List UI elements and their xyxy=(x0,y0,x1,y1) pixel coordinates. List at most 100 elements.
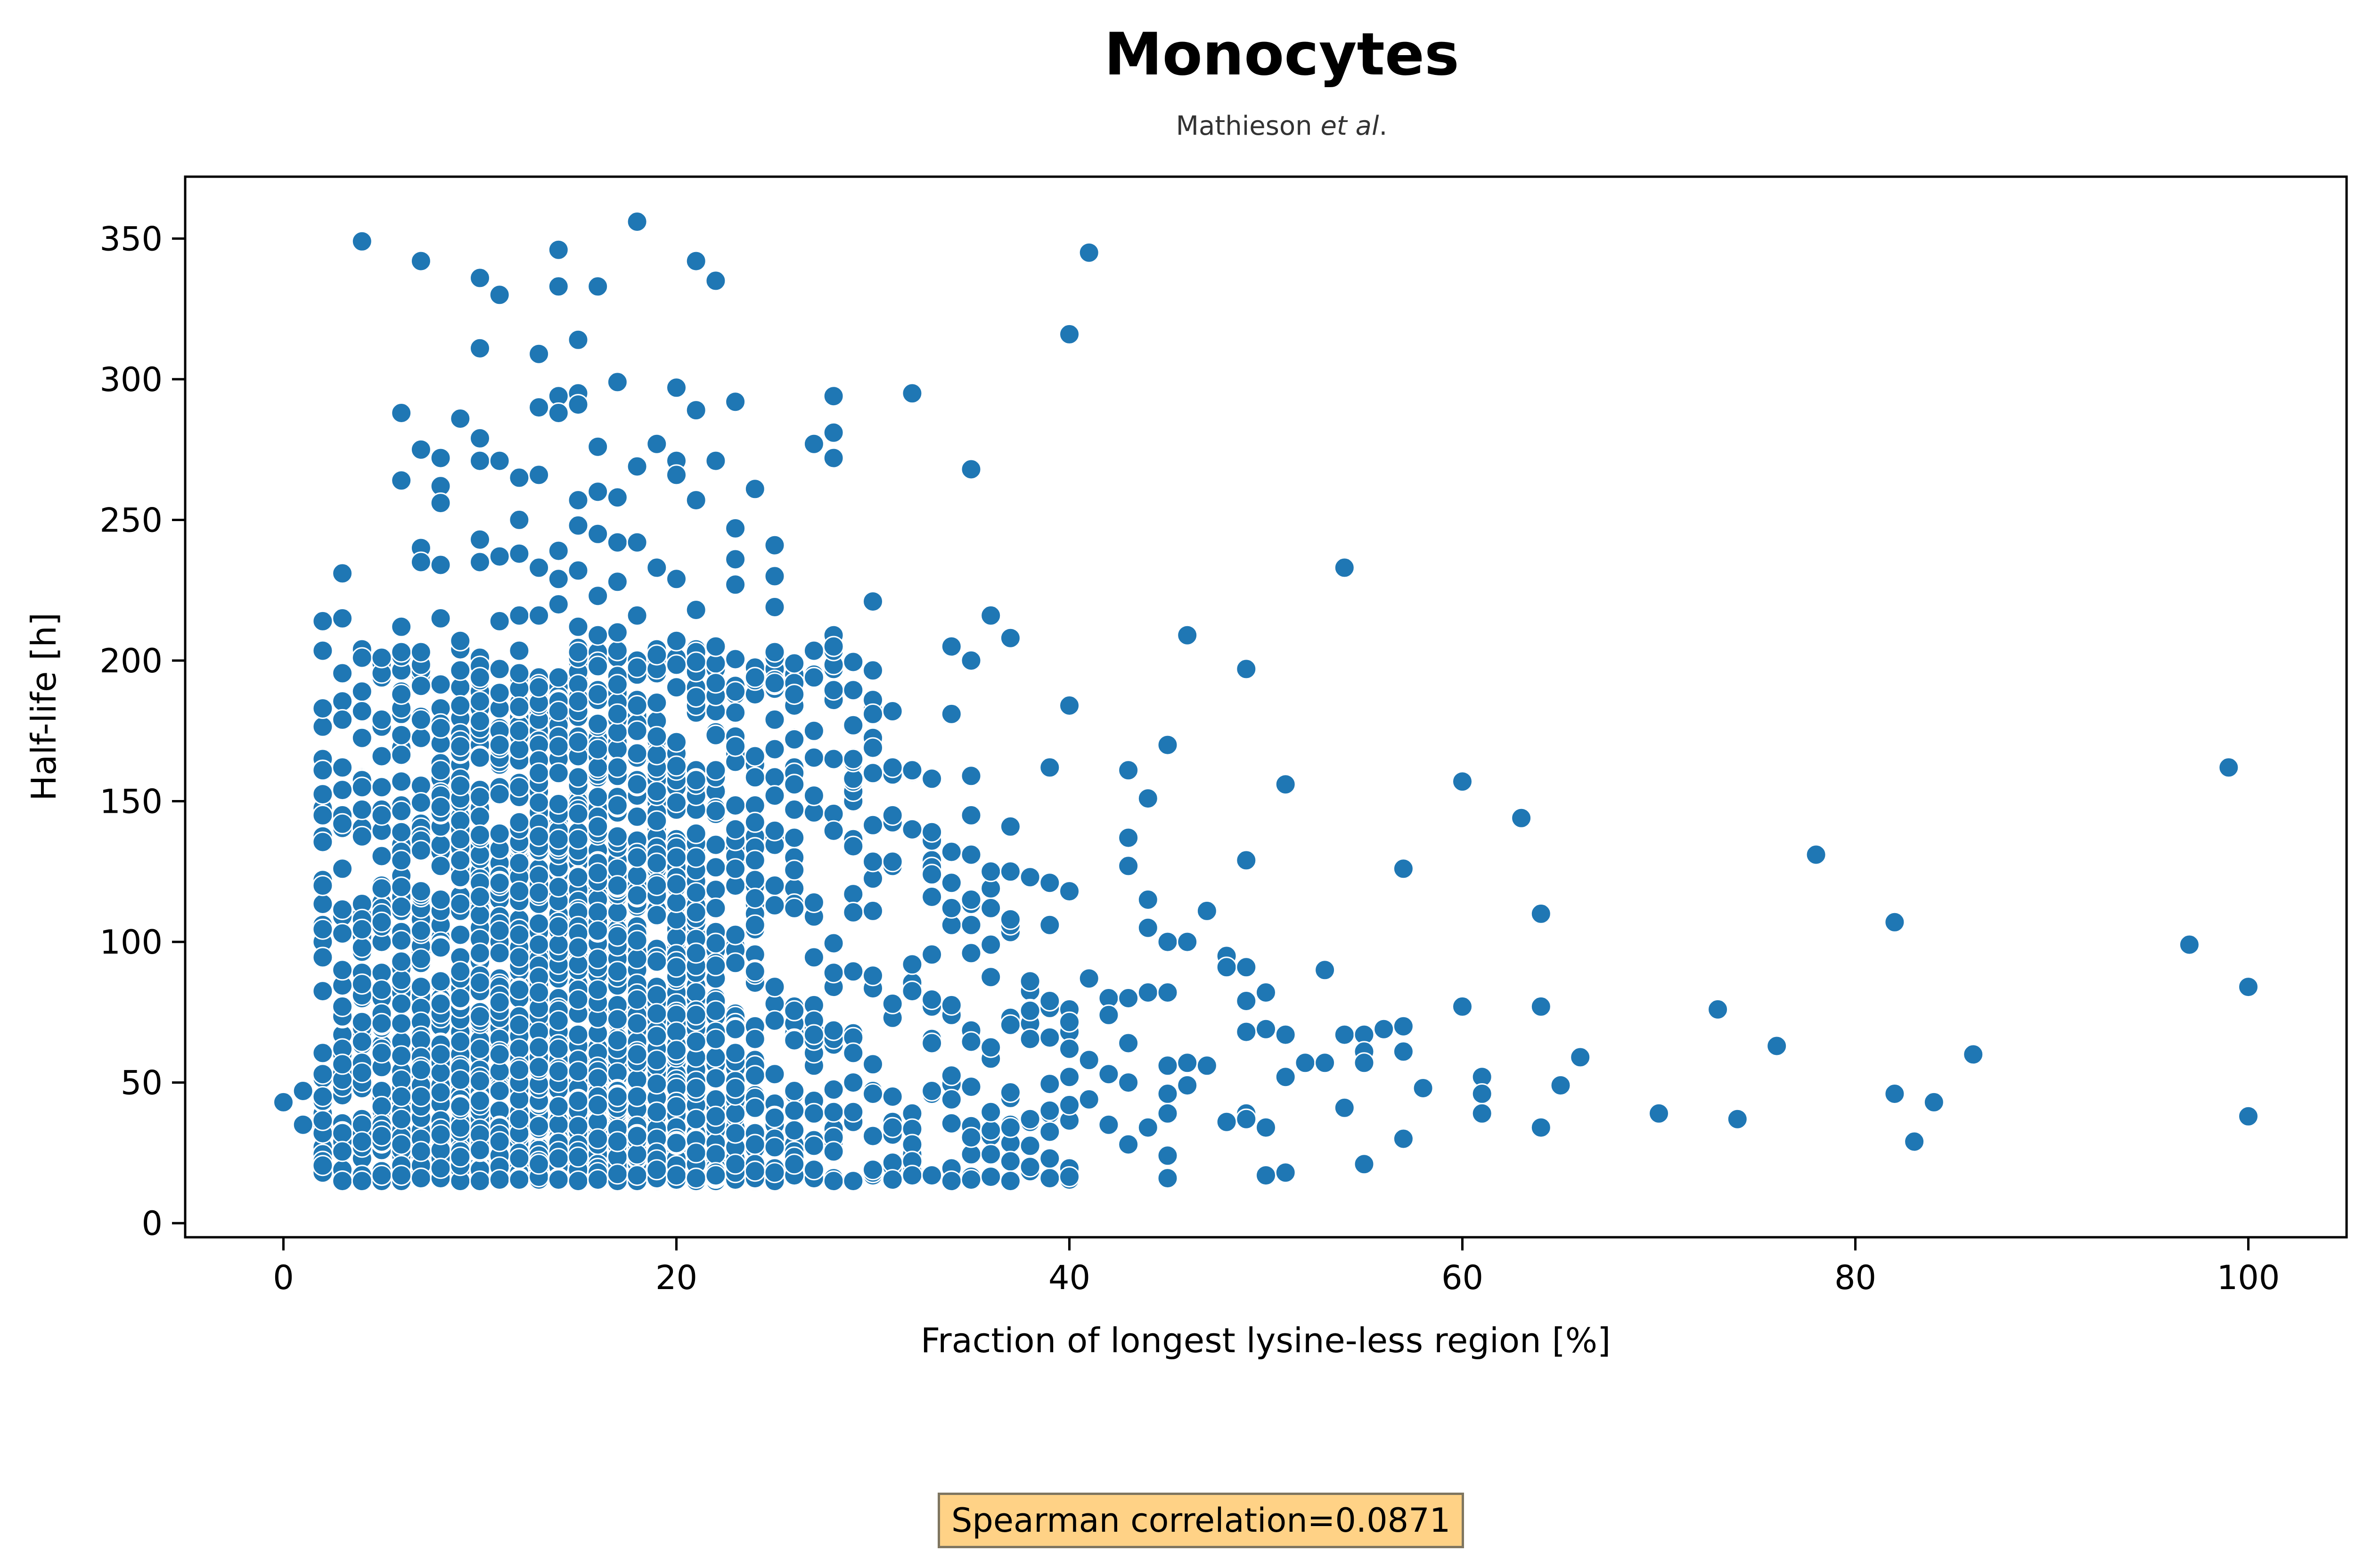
data-point xyxy=(843,1072,864,1094)
data-point xyxy=(882,993,903,1014)
x-tick-label: 40 xyxy=(1048,1258,1090,1297)
data-point xyxy=(1471,1102,1493,1124)
data-point xyxy=(882,757,903,778)
data-point xyxy=(685,1108,707,1130)
data-point xyxy=(489,682,510,704)
data-point xyxy=(646,1025,668,1047)
data-point xyxy=(1157,1055,1178,1077)
y-tick-label: 50 xyxy=(121,1064,163,1102)
data-point xyxy=(1255,1117,1276,1138)
data-point xyxy=(980,1101,1002,1123)
y-tick-label: 300 xyxy=(99,360,163,399)
data-point xyxy=(980,897,1002,919)
data-point xyxy=(803,785,825,807)
data-point xyxy=(391,1165,412,1186)
data-point xyxy=(666,874,687,895)
data-point xyxy=(430,447,451,469)
data-point xyxy=(1314,1052,1336,1074)
data-point xyxy=(332,858,353,880)
data-point xyxy=(469,667,491,688)
data-point xyxy=(391,1108,412,1130)
data-point xyxy=(960,1127,982,1148)
x-tick-label: 60 xyxy=(1441,1258,1483,1297)
data-point xyxy=(567,691,589,712)
data-point xyxy=(351,681,373,702)
data-point xyxy=(410,1059,432,1081)
data-point xyxy=(332,959,353,981)
data-point xyxy=(1118,855,1139,877)
data-point xyxy=(410,976,432,998)
data-point xyxy=(705,1028,727,1050)
data-point xyxy=(685,1004,707,1026)
data-point xyxy=(1471,1083,1493,1104)
data-point xyxy=(312,1042,334,1064)
data-point xyxy=(803,1159,825,1181)
data-point xyxy=(587,585,609,607)
data-point xyxy=(960,458,982,480)
data-point xyxy=(862,1159,884,1181)
data-point xyxy=(646,1003,668,1024)
data-point xyxy=(784,859,805,881)
data-point xyxy=(646,985,668,1006)
y-tick-label: 350 xyxy=(99,220,163,258)
data-point xyxy=(528,464,550,486)
data-point xyxy=(862,762,884,784)
data-point xyxy=(666,568,687,590)
data-point xyxy=(1550,1075,1571,1096)
data-point xyxy=(744,1097,766,1119)
data-point xyxy=(548,568,569,590)
data-point xyxy=(980,1119,1002,1141)
data-point xyxy=(1511,807,1532,829)
data-point xyxy=(489,734,510,756)
data-point xyxy=(862,900,884,922)
data-point xyxy=(685,490,707,511)
data-point xyxy=(606,371,628,393)
x-tick-label: 0 xyxy=(273,1258,294,1297)
data-point xyxy=(1039,1100,1061,1121)
data-point xyxy=(1570,1046,1591,1068)
data-point xyxy=(980,861,1002,882)
data-point xyxy=(1412,1078,1434,1099)
data-point xyxy=(528,913,550,934)
data-point xyxy=(469,710,491,732)
data-point xyxy=(567,1061,589,1082)
data-point xyxy=(469,806,491,827)
data-point xyxy=(1196,900,1218,922)
data-point xyxy=(823,1020,844,1041)
data-point xyxy=(469,1170,491,1192)
data-point xyxy=(705,760,727,781)
data-point xyxy=(391,876,412,898)
data-point xyxy=(862,591,884,612)
data-point xyxy=(1392,1128,1414,1150)
data-point xyxy=(803,892,825,913)
data-point xyxy=(332,1141,353,1162)
data-point xyxy=(528,397,550,418)
data-point xyxy=(2218,757,2240,778)
data-point xyxy=(666,1132,687,1154)
data-point xyxy=(685,400,707,421)
data-point xyxy=(391,724,412,746)
data-point xyxy=(1059,1094,1080,1116)
data-point xyxy=(725,818,746,840)
data-point xyxy=(1216,1111,1237,1133)
data-point xyxy=(666,847,687,868)
data-point xyxy=(1157,982,1178,1003)
data-point xyxy=(391,993,412,1014)
y-tick-label: 250 xyxy=(99,501,163,539)
data-point xyxy=(1707,998,1729,1020)
data-point xyxy=(410,792,432,813)
data-point xyxy=(508,1059,530,1081)
data-point xyxy=(823,636,844,657)
data-point xyxy=(606,1086,628,1107)
data-point xyxy=(391,1086,412,1107)
data-point xyxy=(469,267,491,289)
data-point xyxy=(1353,1052,1375,1074)
data-point xyxy=(921,768,943,790)
x-tick-label: 20 xyxy=(655,1258,697,1297)
data-point xyxy=(450,775,471,797)
data-point xyxy=(430,1044,451,1065)
data-point xyxy=(371,878,393,899)
data-point xyxy=(391,849,412,871)
data-point xyxy=(1884,1083,1906,1104)
data-point xyxy=(666,630,687,652)
